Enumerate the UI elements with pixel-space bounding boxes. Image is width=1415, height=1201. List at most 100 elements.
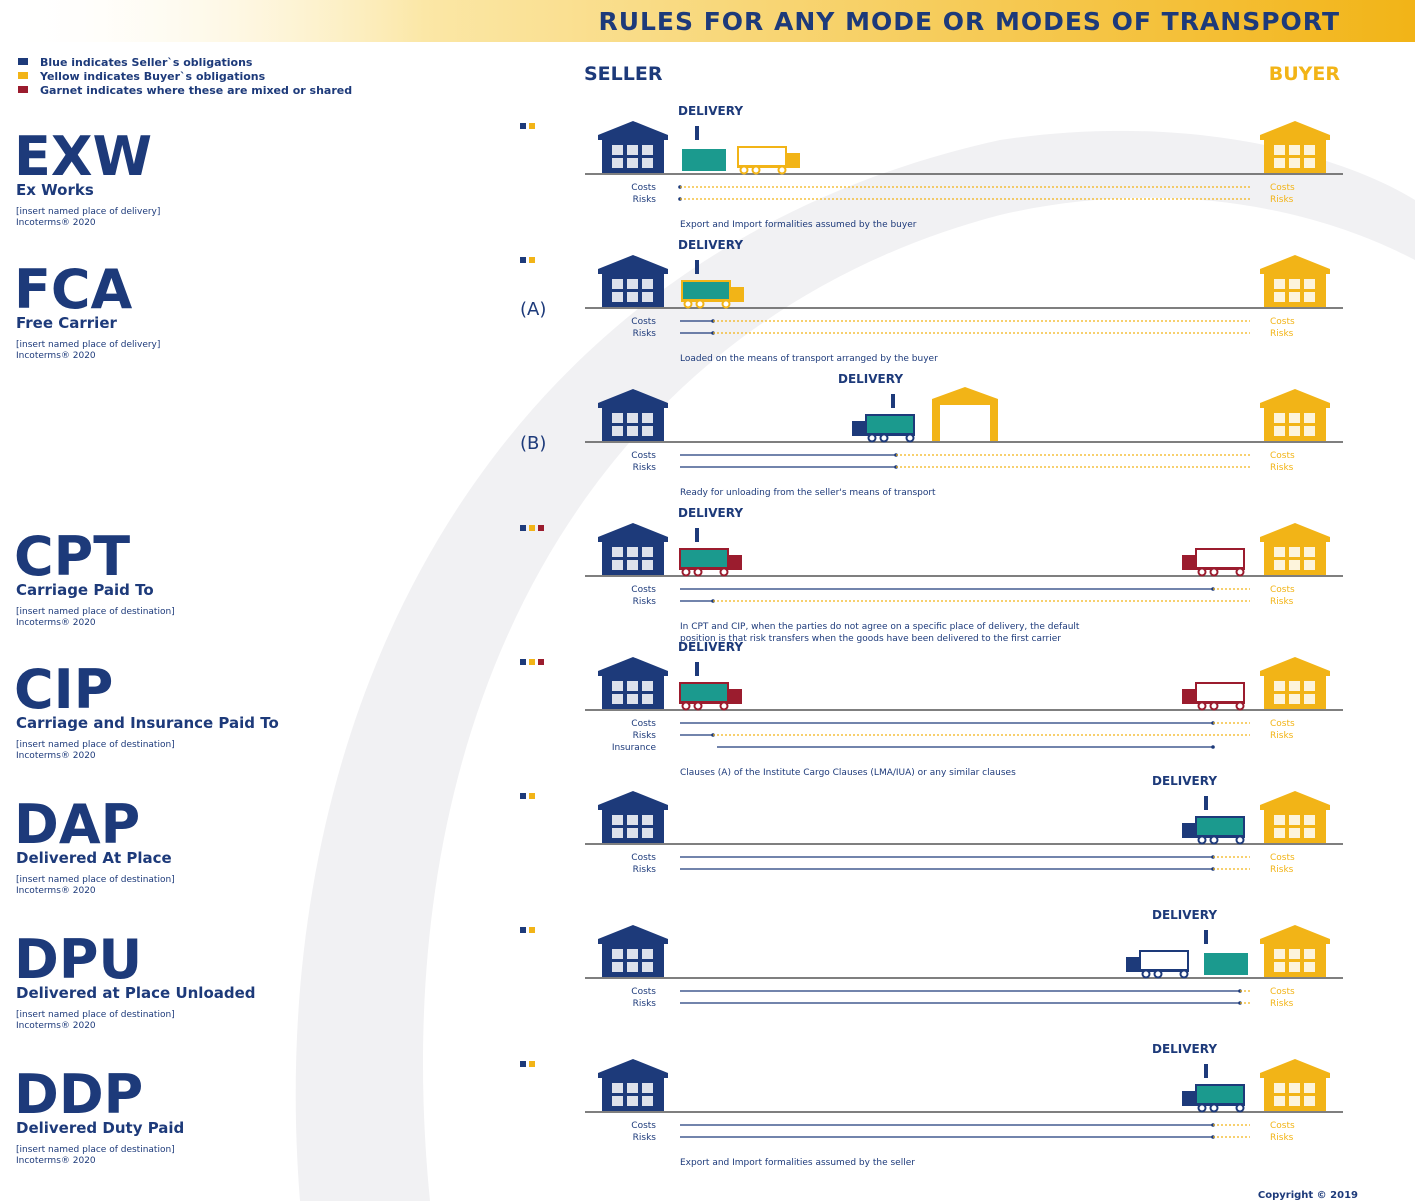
warehouse-window [1274,547,1285,557]
buyer-line-label: Risks [1270,865,1294,875]
rule-place: [insert named place of destination] [16,740,175,750]
obligation-dot [529,123,535,129]
rule-code: DPU [14,928,142,991]
warehouse-window [627,815,638,825]
warehouse-body [602,944,664,977]
warehouse-window [612,158,623,168]
warehouse-window [1274,560,1285,570]
warehouse-window [642,681,653,691]
warehouse-window [1304,1096,1315,1106]
truck-cab [852,421,866,435]
truck-wheel [1209,701,1219,711]
warehouse-roof [1260,657,1330,676]
obligation-dot [520,123,526,129]
rule-code: CPT [14,525,130,588]
warehouse-window [627,413,638,423]
warehouse-window [612,1096,623,1106]
background-arc [295,130,1415,1201]
warehouse-roof [1260,389,1330,408]
truck-trailer [1195,816,1245,838]
buyer-line-label: Risks [1270,999,1294,1009]
warehouse-window [642,1096,653,1106]
warehouse-window [1274,1083,1285,1093]
warehouse-window [627,828,638,838]
seller-line-label: Risks [633,329,657,339]
truck-wheel [739,165,749,175]
rule-edition: Incoterms® 2020 [16,886,96,896]
warehouse-roof [598,657,668,676]
truck-cab [728,689,742,703]
warehouse-window [612,681,623,691]
warehouse-body [602,542,664,575]
truck-cab [1182,1091,1196,1105]
buyer-line-label: Costs [1270,719,1295,729]
warehouse-window [1274,279,1285,289]
buyer-line-label: Costs [1270,317,1295,327]
obligation-dot [529,525,535,531]
seller-line-label: Risks [633,195,657,205]
warehouse-window [612,426,623,436]
buyer-line-label: Costs [1270,987,1295,997]
delivery-label: DELIVERY [838,372,903,386]
note: Export and Import formalities assumed by… [680,1158,915,1168]
truck-wheel [693,701,703,711]
variant-label: (B) [520,433,546,454]
warehouse-window [627,681,638,691]
truck-trailer [1195,548,1245,570]
warehouse-window [1289,1096,1300,1106]
warehouse-body [1264,1078,1326,1111]
warehouse-window [642,815,653,825]
obligation-dot [529,659,535,665]
truck-wheel [1209,1103,1219,1113]
rule-code: DAP [14,793,140,856]
rule-place: [insert named place of delivery] [16,340,160,350]
warehouse-window [1289,413,1300,423]
warehouse-window [642,1083,653,1093]
warehouse-window [1304,145,1315,155]
warehouse-window [612,560,623,570]
warehouse-roof [598,791,668,810]
warehouse-window [1289,547,1300,557]
seller-line-label: Costs [631,451,656,461]
note: Clauses (A) of the Institute Cargo Claus… [680,768,1016,778]
truck-wheel [719,567,729,577]
truck-wheel [867,433,877,443]
warehouse-window [1274,413,1285,423]
warehouse-roof [598,389,668,408]
truck-wheel [879,433,889,443]
transfer-point [1211,745,1215,749]
seller-line-label: Costs [631,987,656,997]
truck-wheel [1197,835,1207,845]
warehouse-body [602,676,664,709]
truck-cab [1182,555,1196,569]
warehouse-window [1289,560,1300,570]
warehouse-window [642,413,653,423]
delivery-label: DELIVERY [678,506,743,520]
truck-trailer [1195,1084,1245,1106]
warehouse-window [1289,681,1300,691]
rule-place: [insert named place of delivery] [16,207,160,217]
seller-line-label: Costs [631,853,656,863]
legend-swatch [18,58,28,65]
warehouse-window [1289,949,1300,959]
warehouse-window [1304,949,1315,959]
warehouse-window [1274,292,1285,302]
warehouse-body [1264,676,1326,709]
obligation-dot [520,257,526,263]
seller-line-label: Risks [633,999,657,1009]
truck-chassis [738,165,800,168]
truck-wheel [1235,835,1245,845]
rule-code: FCA [14,258,133,321]
warehouse-window [1274,1096,1285,1106]
seller-line-label: Insurance [612,743,657,753]
warehouse-window [627,1083,638,1093]
truck-trailer [865,414,915,436]
warehouse-window [1304,292,1315,302]
obligation-dot [520,659,526,665]
warehouse-window [612,145,623,155]
truck-trailer [737,146,787,168]
warehouse-window [627,560,638,570]
delivery-marker [891,394,895,408]
buyer-line-label: Risks [1270,195,1294,205]
